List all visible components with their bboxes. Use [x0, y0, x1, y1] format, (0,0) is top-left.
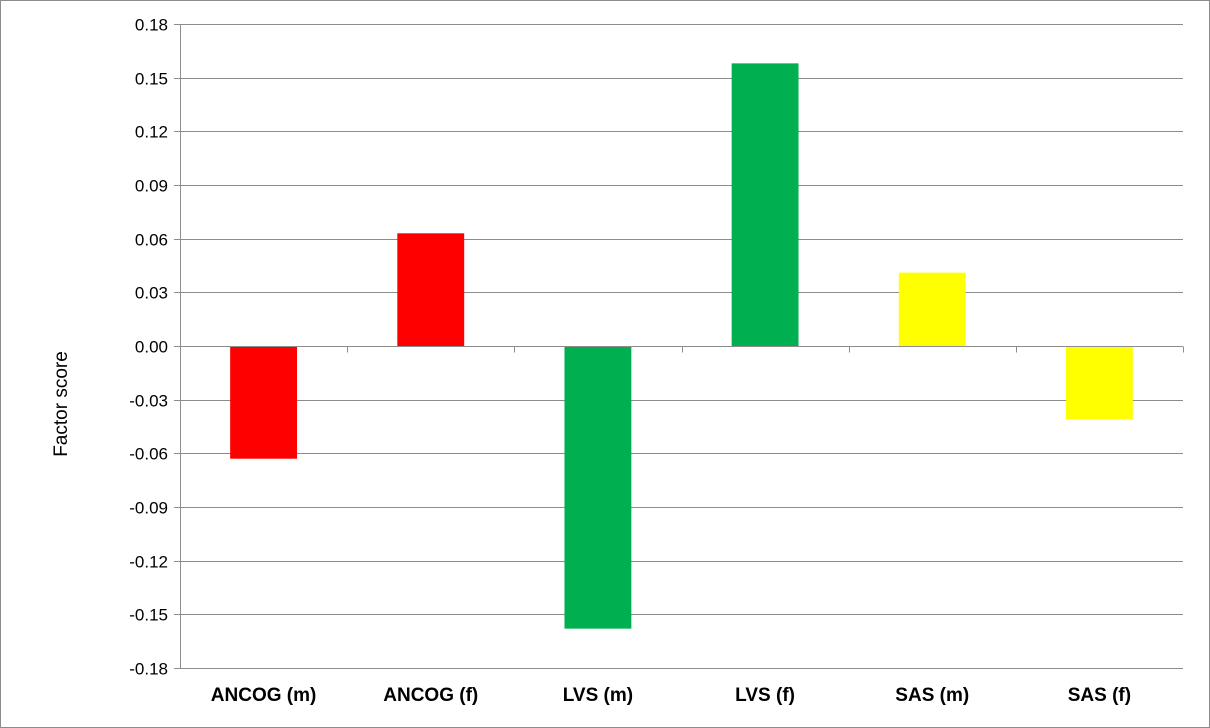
y-tick-label: -0.18: [129, 660, 168, 679]
y-tick-label: 0.09: [135, 177, 168, 196]
y-tick-label: 0.06: [135, 231, 168, 250]
bar: [1065, 346, 1133, 420]
bars: [230, 63, 1133, 629]
y-tick-label: -0.09: [129, 499, 168, 518]
bar: [397, 233, 465, 346]
gridlines: [174, 24, 1183, 669]
x-category-label: LVS (m): [563, 685, 633, 706]
bar: [731, 63, 799, 346]
x-category-label: SAS (m): [895, 685, 969, 706]
y-tick-label: 0.15: [135, 70, 168, 89]
y-tick-label: 0.00: [135, 338, 168, 357]
x-category-labels: ANCOG (m) ANCOG (f) LVS (m) LVS (f) SAS (m) S…: [211, 685, 1131, 706]
y-tick-label: 0.12: [135, 123, 168, 142]
y-tick-label: 0.03: [135, 284, 168, 303]
axes: [180, 24, 1184, 668]
y-axis-title: Factor score: [51, 351, 72, 457]
y-tick-labels: 0.18 0.15 0.12 0.09 0.06 0.03 0.00 -0.03 -0.06 -0…: [129, 16, 168, 679]
bar: [898, 272, 966, 346]
y-tick-label: -0.03: [129, 392, 168, 411]
bar: [564, 346, 632, 629]
x-category-label: ANCOG (m): [211, 685, 317, 706]
y-tick-label: -0.12: [129, 553, 168, 572]
y-tick-label: 0.18: [135, 16, 168, 35]
y-tick-label: -0.15: [129, 606, 168, 625]
bar: [230, 346, 298, 459]
y-tick-label: -0.06: [129, 445, 168, 464]
x-category-label: ANCOG (f): [383, 685, 478, 706]
x-category-label: SAS (f): [1068, 685, 1131, 706]
x-category-label: LVS (f): [735, 685, 795, 706]
